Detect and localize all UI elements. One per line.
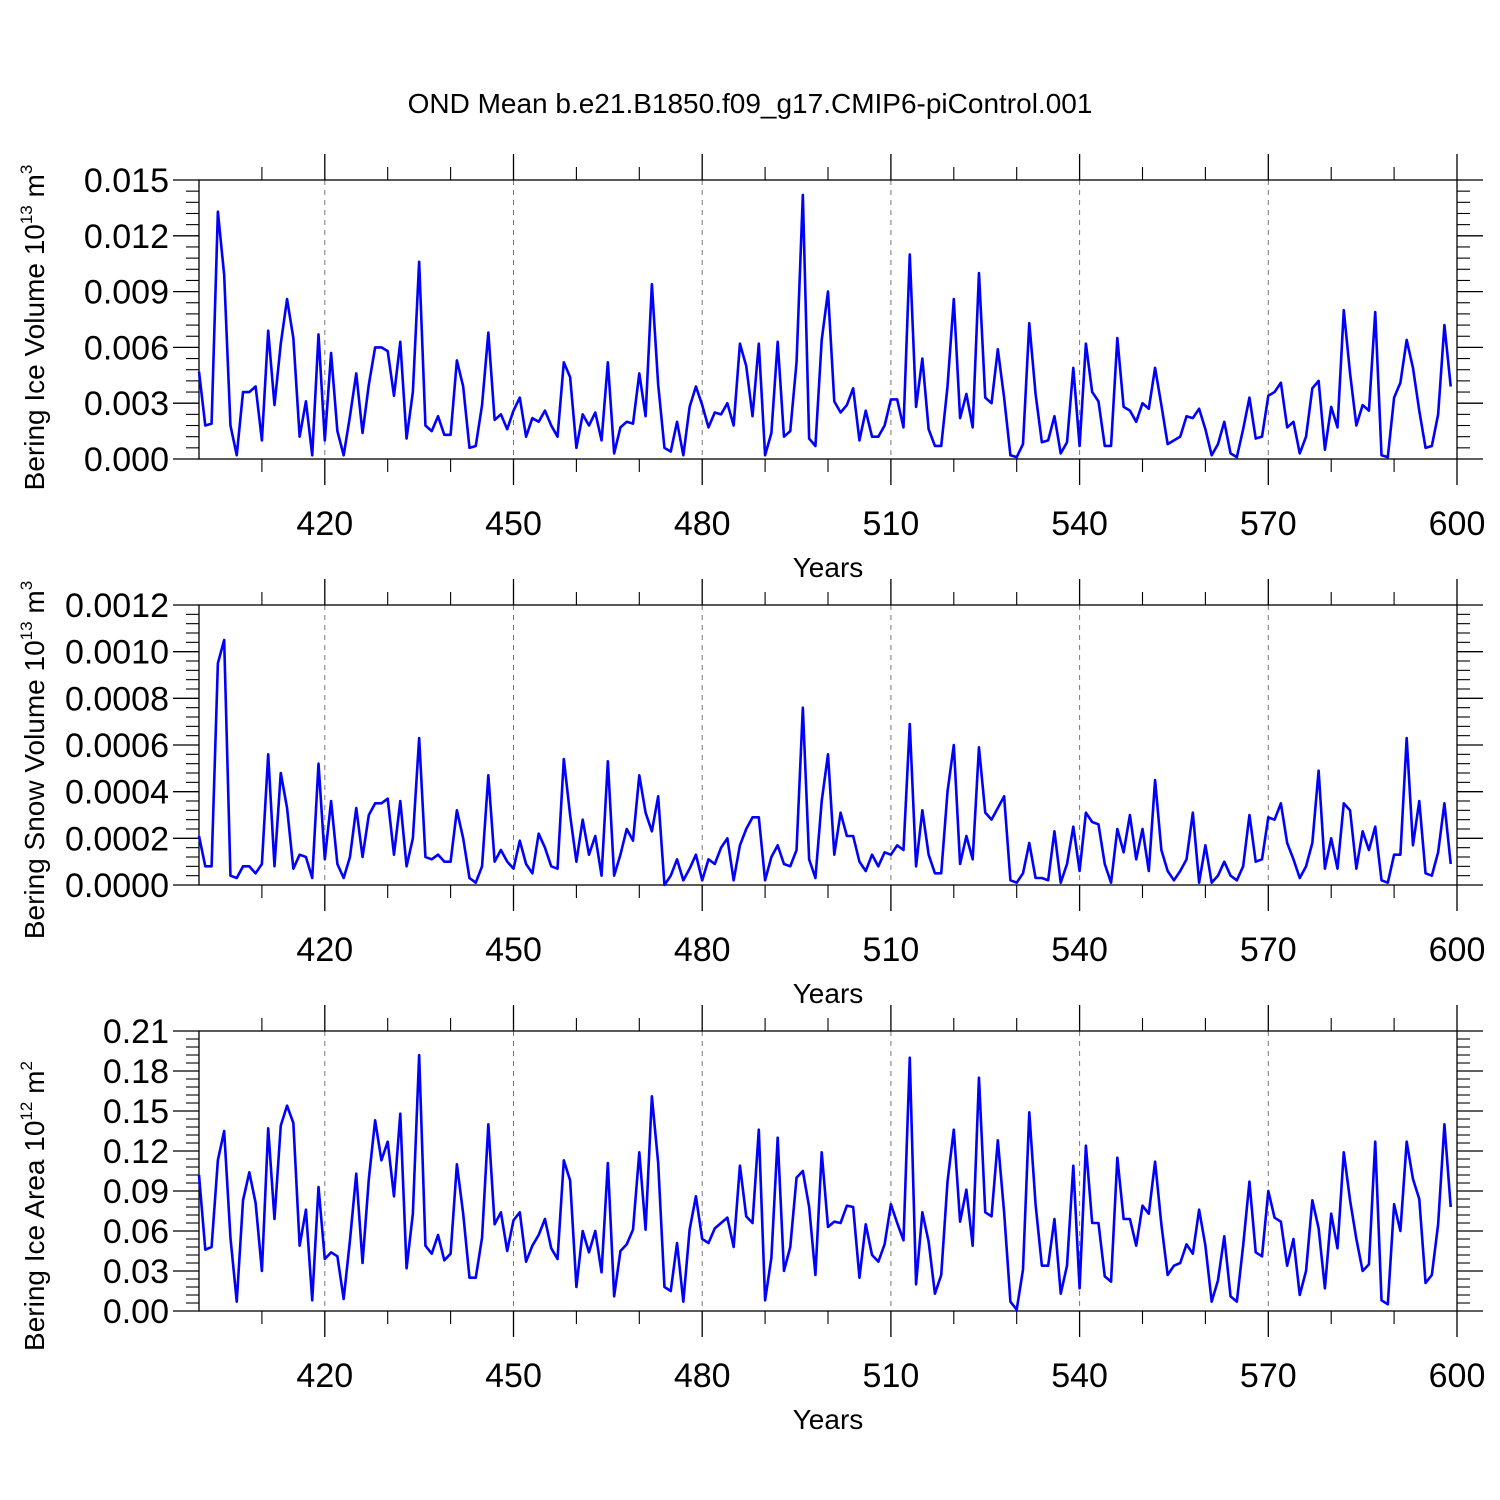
ice-volume-panel: 0.000 0.003 0.006 0.009 0.012 0.015 420 450 480 5… [17,154,1485,583]
x-tick-label: 450 [485,931,542,969]
y-tick-label: 0.015 [84,162,169,200]
y-axis-title: Bering Ice Volume 1013 m3 [17,165,50,491]
y-tick-label: 0.0004 [65,774,169,812]
y-tick-label: 0.0012 [65,587,169,625]
y-tick-label: 0.012 [84,218,169,256]
y-tick-label: 0.006 [84,329,169,367]
y-tick-label: 0.0006 [65,727,169,765]
x-tick-label: 420 [296,505,353,543]
y-tick-label: 0.003 [84,385,169,423]
page-title: OND Mean b.e21.B1850.f09_g17.CMIP6-piCon… [407,88,1093,119]
x-tick-label: 480 [674,1357,731,1395]
x-tick-label: 450 [485,1357,542,1395]
y-tick-label: 0.0002 [65,820,169,858]
y-tick-label: 0.000 [84,441,169,479]
y-tick-label: 0.18 [103,1053,169,1091]
x-tick-label: 600 [1429,505,1486,543]
y-tick-label: 0.009 [84,274,169,312]
x-tick-label: 420 [296,1357,353,1395]
series-line-ice-area [197,1053,1453,1311]
x-tick-label: 480 [674,505,731,543]
y-tick-label: 0.06 [103,1213,169,1251]
y-tick-label: 0.0008 [65,680,169,718]
x-tick-label: 540 [1051,505,1108,543]
y-tick-label: 0.03 [103,1253,169,1291]
x-tick-label: 510 [863,505,920,543]
x-tick-label: 540 [1051,931,1108,969]
y-tick-label: 0.0000 [65,867,169,905]
y-tick-label: 0.12 [103,1133,169,1171]
ice-area-panel: 0.000.030.060.090.120.150.180.21 420 450 48… [17,1005,1485,1435]
x-tick-label: 510 [863,1357,920,1395]
x-tick-label: 450 [485,505,542,543]
x-axis-title: Years [793,552,864,583]
series-line-ice-volume [197,193,1453,459]
x-tick-label: 570 [1240,1357,1297,1395]
y-tick-label: 0.0010 [65,634,169,672]
y-tick-label: 0.21 [103,1013,169,1051]
x-axis-title: Years [793,978,864,1009]
x-tick-label: 570 [1240,931,1297,969]
x-tick-label: 570 [1240,505,1297,543]
x-tick-label: 510 [863,931,920,969]
y-axis-title: Bering Snow Volume 1013 m3 [17,581,50,939]
x-tick-label: 600 [1429,1357,1486,1395]
x-tick-label: 600 [1429,931,1486,969]
x-tick-label: 540 [1051,1357,1108,1395]
y-tick-label: 0.09 [103,1173,169,1211]
y-tick-label: 0.15 [103,1093,169,1131]
snow-volume-panel: 0.0000 0.0002 0.0004 0.0006 0.0008 0.0010 0.00… [17,579,1485,1009]
y-axis-title: Bering Ice Area 1012 m2 [17,1061,50,1351]
series-line-snow-volume [197,638,1453,887]
x-axis-title: Years [793,1404,864,1435]
x-tick-label: 480 [674,931,731,969]
y-tick-label: 0.00 [103,1293,169,1331]
x-tick-label: 420 [296,931,353,969]
